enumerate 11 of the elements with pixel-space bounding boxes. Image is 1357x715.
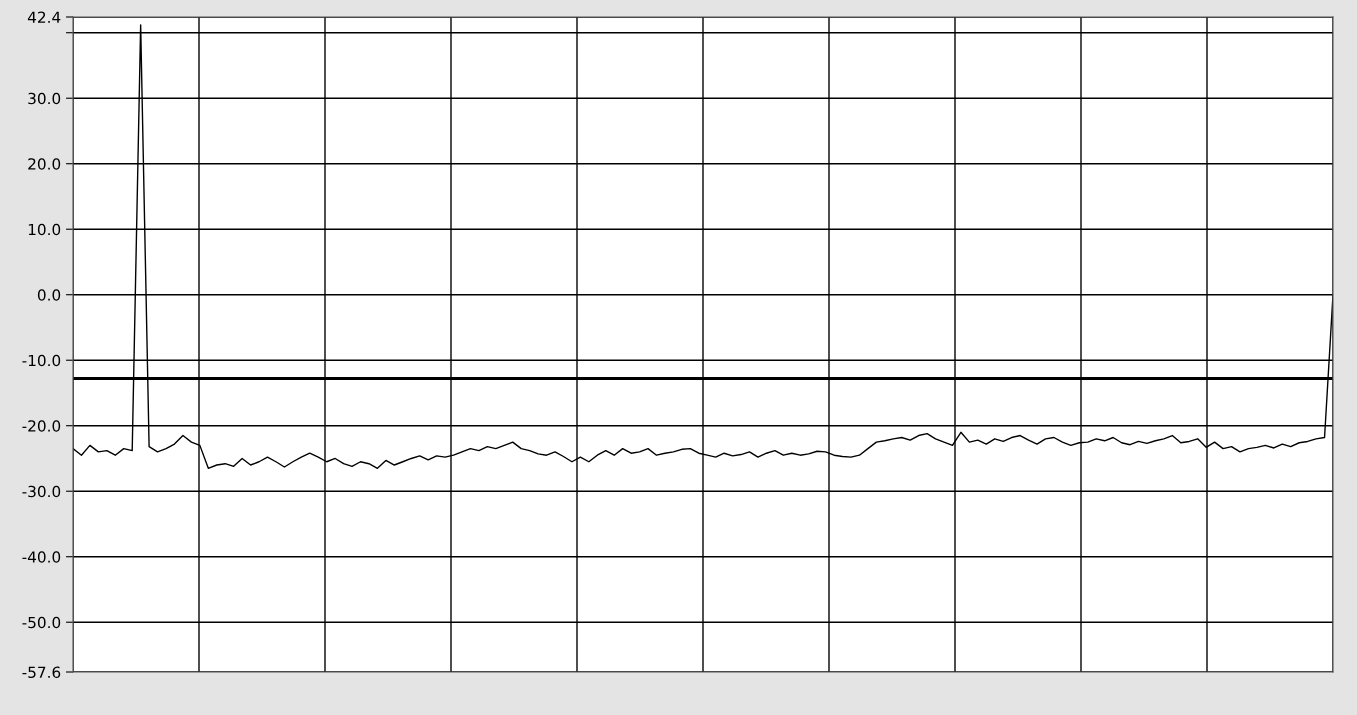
y-tick-label: -30.0 — [22, 485, 61, 498]
y-tick-label: 20.0 — [28, 158, 61, 170]
y-tick-label: -40.0 — [22, 551, 61, 563]
y-tick-label: -57.6 — [22, 666, 61, 679]
y-tick-label: 30.0 — [28, 92, 61, 105]
y-tick-label: 10.0 — [28, 223, 61, 236]
y-tick-label: 42.4 — [27, 11, 61, 23]
y-tick-label: -50.0 — [22, 616, 61, 629]
y-tick-label: 0.0 — [37, 289, 61, 301]
y-tick-label: -10.0 — [22, 354, 61, 367]
y-tick-label: -20.0 — [22, 420, 61, 432]
